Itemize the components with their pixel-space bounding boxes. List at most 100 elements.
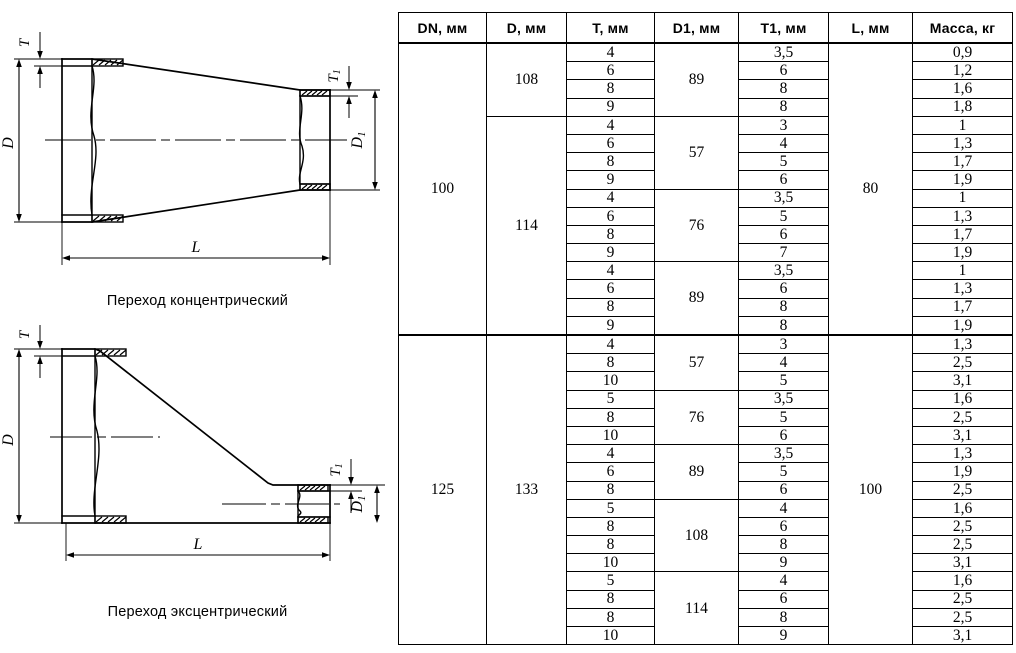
cell-t1: 7 bbox=[738, 243, 829, 263]
cell-t1: 6 bbox=[738, 516, 829, 537]
table-row: 6 6 1,2 bbox=[399, 61, 1013, 81]
label-wall-thickness-small: T1 bbox=[326, 69, 343, 82]
cell-t: 8 bbox=[566, 407, 655, 427]
cell-mass: 1,9 bbox=[912, 243, 1013, 263]
cell-l: 100 bbox=[828, 334, 913, 646]
label-diameter-large: D bbox=[0, 137, 17, 150]
drawing-eccentric-reducer: D T D1 bbox=[0, 325, 395, 645]
cell-mass: 1,3 bbox=[912, 133, 1013, 154]
table-row: 4 76 3,5 1 bbox=[399, 188, 1013, 263]
cell-mass: 2,5 bbox=[912, 516, 1013, 537]
cell-mass: 1,7 bbox=[912, 297, 1013, 317]
cell-d: 114 bbox=[486, 115, 567, 336]
table-body: 100 108 4 89 3,5 80 0,9 6 6 1,2 8 8 1,6 9 8 1,8 114 4 57 3 1… bbox=[398, 41, 1013, 646]
cell-mass: 2,5 bbox=[912, 353, 1013, 373]
column-header-t1: T1, мм bbox=[738, 12, 829, 44]
cell-t: 6 bbox=[566, 462, 655, 482]
cell-d1: 114 bbox=[654, 571, 739, 646]
cell-d1: 57 bbox=[654, 115, 739, 190]
table-row: 8 6 2,5 bbox=[399, 480, 1013, 500]
column-header-t: T, мм bbox=[566, 12, 655, 44]
cell-t: 9 bbox=[566, 315, 655, 336]
cell-t: 4 bbox=[566, 115, 655, 135]
table-row: 8 4 2,5 bbox=[399, 353, 1013, 373]
label-wall-thickness-small: T1 bbox=[328, 463, 345, 476]
table-row: 8 6 2,5 bbox=[399, 516, 1013, 537]
cell-t1: 5 bbox=[738, 371, 829, 391]
cell-mass: 1 bbox=[912, 188, 1013, 208]
cell-t: 10 bbox=[566, 625, 655, 646]
table-row: 8 6 2,5 bbox=[399, 589, 1013, 609]
cell-t: 10 bbox=[566, 553, 655, 573]
cell-t1: 3,5 bbox=[738, 261, 829, 281]
cell-d: 133 bbox=[486, 334, 567, 646]
label-wall-thickness-large: T bbox=[17, 329, 33, 339]
table-row: 100 108 4 89 3,5 80 0,9 bbox=[398, 41, 1013, 336]
cell-t: 9 bbox=[566, 170, 655, 190]
label-length: L bbox=[193, 536, 203, 553]
cell-mass: 1,9 bbox=[912, 315, 1013, 336]
cell-t1: 4 bbox=[738, 133, 829, 154]
cell-t1: 6 bbox=[738, 589, 829, 609]
column-header-dn: DN, мм bbox=[398, 12, 487, 44]
table-row: 10 6 3,1 bbox=[399, 425, 1013, 446]
table-row: 8 5 1,7 bbox=[399, 152, 1013, 172]
cell-d1: 76 bbox=[654, 389, 739, 446]
table-row: 9 8 1,9 bbox=[399, 315, 1013, 336]
cell-t1: 9 bbox=[738, 625, 829, 646]
table-row: 114 4 57 3 1 bbox=[399, 115, 1013, 336]
table-row: 9 8 1,8 bbox=[399, 97, 1013, 117]
drawing-concentric-reducer: D T bbox=[0, 10, 395, 320]
table-row: 5 76 3,5 1,6 bbox=[399, 389, 1013, 446]
cell-t: 8 bbox=[566, 79, 655, 99]
cell-t1: 4 bbox=[738, 571, 829, 591]
cell-mass: 1,9 bbox=[912, 462, 1013, 482]
table-row: 6 6 1,3 bbox=[399, 279, 1013, 299]
cell-mass: 2,5 bbox=[912, 407, 1013, 427]
cell-mass: 1,9 bbox=[912, 170, 1013, 190]
table-row: 6 5 1,3 bbox=[399, 206, 1013, 226]
specification-table-wrap: DN, мм D, мм T, мм D1, мм T1, мм L, мм М… bbox=[398, 12, 1013, 646]
table-row: 8 8 1,6 bbox=[399, 79, 1013, 99]
cell-t1: 3,5 bbox=[738, 444, 829, 464]
column-header-mass: Масса, кг bbox=[912, 12, 1013, 44]
cell-t: 5 bbox=[566, 571, 655, 591]
cell-t1: 9 bbox=[738, 553, 829, 573]
cell-t1: 8 bbox=[738, 535, 829, 555]
cell-mass: 3,1 bbox=[912, 625, 1013, 646]
table-row: 10 9 3,1 bbox=[399, 553, 1013, 573]
cell-mass: 1,6 bbox=[912, 79, 1013, 99]
caption-eccentric-reducer: Переход эксцентрический bbox=[107, 604, 288, 620]
drawings-panel: D T bbox=[0, 0, 395, 653]
cell-d1: 89 bbox=[654, 444, 739, 500]
cell-mass: 0,9 bbox=[912, 42, 1013, 63]
table-row: 4 89 3,5 1 bbox=[399, 261, 1013, 336]
cell-mass: 1,6 bbox=[912, 498, 1013, 518]
cell-t: 5 bbox=[566, 498, 655, 518]
cell-t1: 3,5 bbox=[738, 188, 829, 208]
cell-dn: 100 bbox=[398, 42, 487, 336]
cell-t: 4 bbox=[566, 261, 655, 281]
table-row: 6 5 1,9 bbox=[399, 462, 1013, 482]
cell-t: 8 bbox=[566, 535, 655, 555]
column-header-d1: D1, мм bbox=[654, 12, 739, 44]
cell-mass: 1,2 bbox=[912, 61, 1013, 81]
cell-mass: 2,5 bbox=[912, 607, 1013, 628]
table-row: 125 133 4 57 3 100 1,3 bbox=[398, 333, 1013, 646]
column-header-l: L, мм bbox=[828, 12, 913, 44]
cell-mass: 1 bbox=[912, 261, 1013, 281]
cell-t: 9 bbox=[566, 243, 655, 263]
table-header-row: DN, мм D, мм T, мм D1, мм T1, мм L, мм М… bbox=[398, 12, 1013, 44]
table-row: 10 9 3,1 bbox=[399, 625, 1013, 646]
cell-t: 10 bbox=[566, 425, 655, 446]
cell-mass: 3,1 bbox=[912, 553, 1013, 573]
table-row: 6 4 1,3 bbox=[399, 133, 1013, 154]
label-length: L bbox=[191, 239, 201, 256]
cell-mass: 1,3 bbox=[912, 444, 1013, 464]
cell-t: 6 bbox=[566, 279, 655, 299]
cell-d1: 57 bbox=[654, 333, 739, 391]
eccentric-reducer-svg: D T D1 bbox=[0, 325, 385, 561]
cell-t1: 3,5 bbox=[738, 42, 829, 63]
label-diameter-small: D1 bbox=[349, 131, 368, 149]
